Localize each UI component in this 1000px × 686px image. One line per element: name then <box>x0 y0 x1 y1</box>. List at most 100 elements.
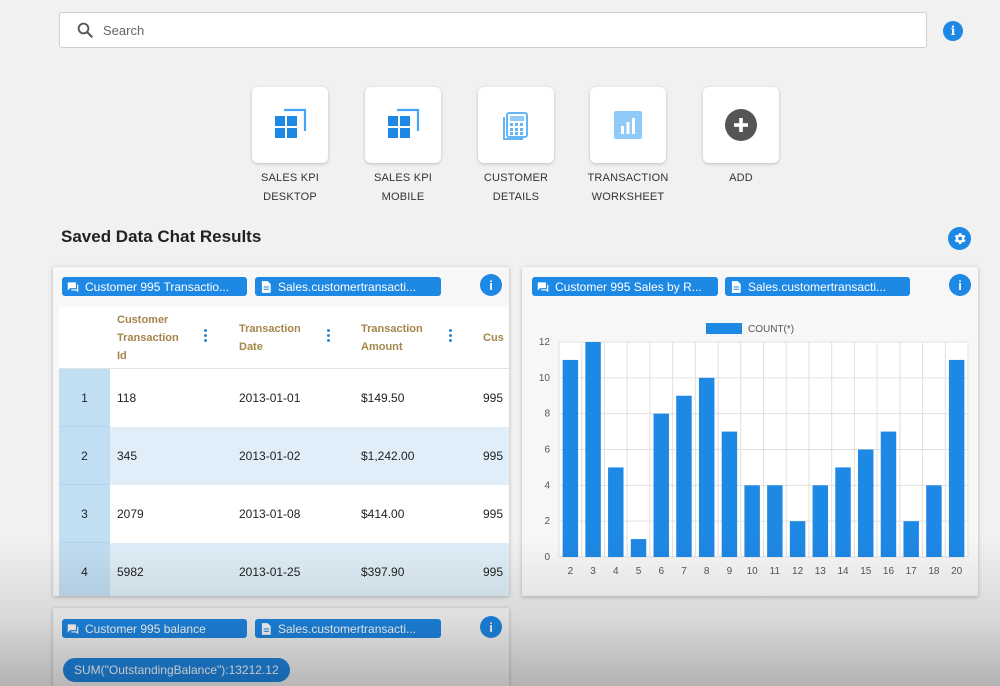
bar[interactable] <box>903 521 919 557</box>
cell-customer: 995 <box>483 507 504 521</box>
chat-chip[interactable]: Customer 995 Transactio... <box>62 277 247 296</box>
bar[interactable] <box>744 485 760 557</box>
table-row[interactable]: 2 345 2013-01-02 $1,242.00 995 <box>59 427 509 485</box>
cell-transaction-date: 2013-01-01 <box>239 391 301 405</box>
bar[interactable] <box>562 359 579 557</box>
bar[interactable] <box>812 485 829 557</box>
search-info-icon[interactable]: i <box>943 21 963 41</box>
bar[interactable] <box>767 485 783 557</box>
bar[interactable] <box>926 485 942 557</box>
tile-label: CUSTOMER DETAILS <box>483 172 549 203</box>
balance-result-pill[interactable]: SUM("OutstandingBalance"):13212.12 <box>63 658 290 682</box>
x-tick-label: 12 <box>792 566 804 577</box>
tile-transaction-worksheet[interactable] <box>590 87 666 163</box>
x-tick-label: 5 <box>636 566 642 577</box>
row-index: 1 <box>59 369 110 427</box>
bar[interactable] <box>676 395 692 557</box>
column-header[interactable]: Transaction Date <box>239 323 301 353</box>
x-tick-label: 10 <box>747 566 759 577</box>
row-index: 2 <box>59 427 110 485</box>
cell-transaction-date: 2013-01-25 <box>239 565 301 579</box>
tile-label: SALES KPI MOBILE <box>373 172 433 203</box>
bar[interactable] <box>835 467 851 557</box>
tile-label: SALES KPI DESKTOP <box>260 172 320 203</box>
cell-transaction-id: 345 <box>117 449 138 463</box>
sales-bar-chart: 2 3 4 5 6 7 8 9 10 11 12 13 14 15 16 17 18 20 0 2 4 6 8 10 12 C… <box>539 323 969 577</box>
column-header[interactable]: Transaction Amount <box>361 323 423 353</box>
card-customer-transactions: Customer 995 Transactio... Sales.custome… <box>53 267 509 596</box>
x-tick-label: 11 <box>770 566 781 577</box>
source-chip[interactable]: Sales.customertransacti... <box>725 277 910 296</box>
bar[interactable] <box>698 377 715 557</box>
x-tick-label: 16 <box>883 566 895 577</box>
cell-transaction-amount: $1,242.00 <box>361 449 415 463</box>
y-tick-label: 8 <box>544 409 550 420</box>
cell-customer: 995 <box>483 565 504 579</box>
chat-chip[interactable]: Customer 995 Sales by R... <box>532 277 718 296</box>
section-title: Saved Data Chat Results <box>61 227 262 246</box>
x-tick-label: 6 <box>658 566 664 577</box>
chat-icon <box>537 281 549 292</box>
x-tick-label: 2 <box>568 566 574 577</box>
y-tick-label: 4 <box>544 480 550 491</box>
cell-transaction-id: 5982 <box>117 565 144 579</box>
card-info-icon[interactable]: i <box>949 274 971 296</box>
x-tick-label: 14 <box>837 566 849 577</box>
legend-swatch <box>706 323 742 334</box>
calculator-table-icon <box>503 112 528 140</box>
search-icon <box>77 22 93 38</box>
column-header[interactable]: Cus <box>483 332 504 344</box>
x-tick-label: 3 <box>590 566 596 577</box>
dashboard-grid-icon <box>275 108 307 138</box>
card-info-icon[interactable]: i <box>480 616 502 638</box>
table-row[interactable]: 3 2079 2013-01-08 $414.00 995 <box>59 485 509 543</box>
legend-label: COUNT(*) <box>748 324 794 335</box>
table-row[interactable]: 4 5982 2013-01-25 $397.90 995 <box>59 543 509 596</box>
bar[interactable] <box>789 521 806 557</box>
x-tick-label: 18 <box>928 566 940 577</box>
chat-chip[interactable]: Customer 995 balance <box>62 619 247 638</box>
column-menu-icon[interactable] <box>449 329 453 343</box>
cell-transaction-amount: $397.90 <box>361 565 405 579</box>
y-tick-label: 2 <box>544 516 550 527</box>
table-row[interactable]: 1 118 2013-01-01 $149.50 995 <box>59 369 509 427</box>
tile-customer-details[interactable] <box>478 87 554 163</box>
transactions-table: Customer Transaction Id Transaction Date Tr… <box>59 307 509 596</box>
cell-transaction-amount: $149.50 <box>361 391 405 405</box>
y-tick-label: 12 <box>539 337 551 348</box>
cell-transaction-id: 118 <box>117 391 137 405</box>
search-bar[interactable] <box>59 12 927 48</box>
tile-add[interactable] <box>703 87 779 163</box>
bar[interactable] <box>585 342 601 557</box>
bar-chart-icon <box>614 111 642 139</box>
cell-customer: 995 <box>483 391 504 405</box>
column-menu-icon[interactable] <box>204 329 208 343</box>
add-circle-icon <box>725 109 757 141</box>
x-tick-label: 8 <box>704 566 710 577</box>
x-tick-label: 17 <box>906 566 918 577</box>
bar[interactable] <box>948 359 965 557</box>
bar[interactable] <box>858 449 874 558</box>
y-tick-label: 10 <box>539 373 551 384</box>
bar[interactable] <box>653 413 669 557</box>
bar[interactable] <box>721 431 738 557</box>
document-icon <box>261 622 271 635</box>
source-chip[interactable]: Sales.customertransacti... <box>255 277 441 296</box>
source-chip[interactable]: Sales.customertransacti... <box>255 619 441 638</box>
column-menu-icon[interactable] <box>327 329 331 343</box>
bar[interactable] <box>608 467 624 557</box>
search-input[interactable] <box>103 22 883 38</box>
bar[interactable] <box>880 431 897 557</box>
column-header[interactable]: Customer Transaction Id <box>117 314 179 362</box>
tile-sales-kpi-desktop[interactable] <box>252 87 328 163</box>
gear-icon <box>954 233 966 244</box>
settings-button[interactable] <box>948 227 971 250</box>
card-info-icon[interactable]: i <box>480 274 502 296</box>
document-icon <box>261 280 271 293</box>
x-tick-label: 20 <box>951 566 963 577</box>
row-index: 3 <box>59 485 110 543</box>
bar[interactable] <box>630 539 647 557</box>
cell-transaction-date: 2013-01-08 <box>239 507 301 521</box>
tile-sales-kpi-mobile[interactable] <box>365 87 441 163</box>
cell-transaction-amount: $414.00 <box>361 507 405 521</box>
